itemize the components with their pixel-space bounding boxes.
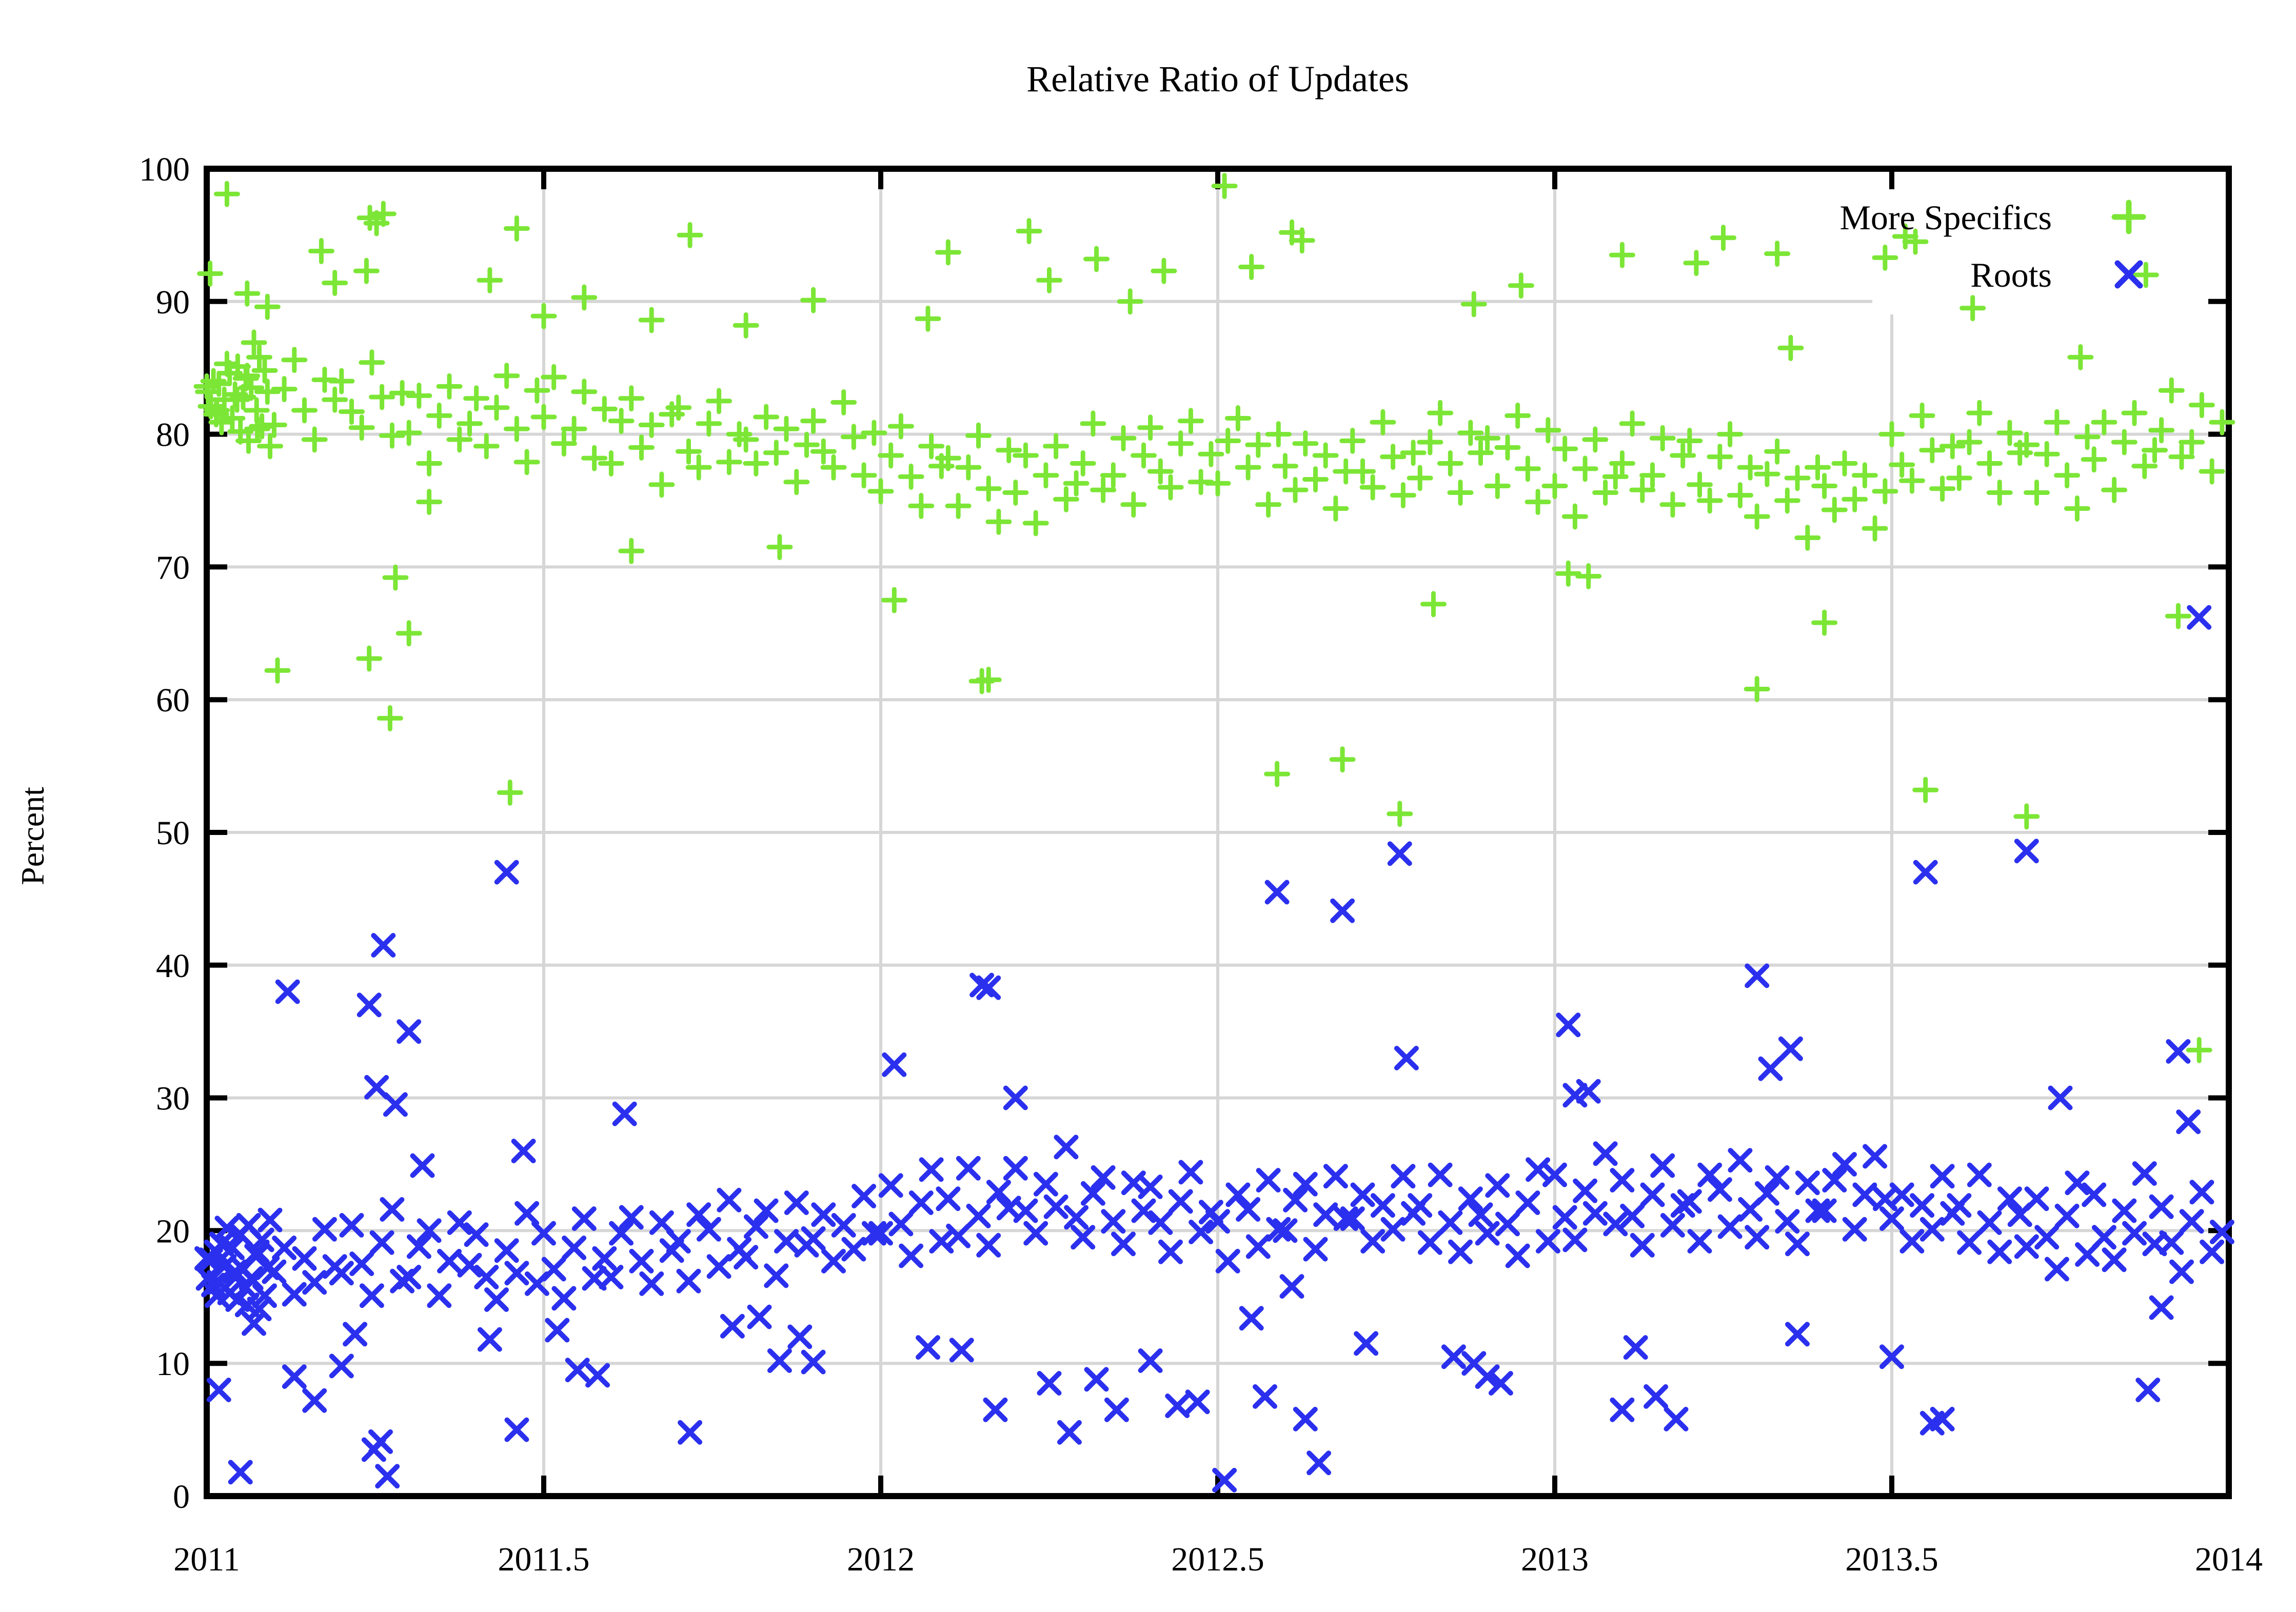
x-tick-label-2013: 2013 — [1521, 1541, 1589, 1578]
y-tick-label-30: 30 — [156, 1080, 190, 1118]
data-points-cross — [194, 605, 2234, 1492]
chart-title: Relative Ratio of Updates — [1026, 58, 1409, 99]
x-tick-label-2012: 2012 — [847, 1541, 915, 1578]
legend-plus-marker-icon — [2111, 200, 2146, 234]
y-axis-title: Percent — [14, 787, 51, 885]
grid-layer — [210, 172, 2226, 1493]
legend-background — [1872, 177, 2211, 314]
x-tick-label-2012.5: 2012.5 — [1171, 1541, 1264, 1578]
legend-label-roots: Roots — [1970, 255, 2052, 294]
y-tick-label-50: 50 — [156, 814, 190, 852]
tick-labels: 0 10 20 30 40 50 60 70 80 90 100 2011 2011.5 2012 2012… — [139, 151, 2263, 1578]
y-tick-label-10: 10 — [156, 1345, 190, 1383]
y-tick-label-40: 40 — [156, 947, 190, 985]
y-tick-label-90: 90 — [156, 284, 190, 321]
y-tick-label-100: 100 — [139, 151, 190, 188]
x-tick-label-2014: 2014 — [2195, 1541, 2263, 1578]
y-tick-label-80: 80 — [156, 416, 190, 454]
series-roots — [194, 605, 2234, 1492]
legend-cross-marker-icon — [2114, 260, 2143, 289]
x-tick-label-2011.5: 2011.5 — [498, 1541, 589, 1578]
y-tick-label-0: 0 — [173, 1478, 190, 1516]
y-tick-label-60: 60 — [156, 682, 190, 719]
data-layer — [193, 173, 2235, 1492]
y-tick-label-70: 70 — [156, 549, 190, 586]
series-more-specifics — [193, 173, 2235, 1063]
legend-label-more-specifics: More Specifics — [1839, 198, 2052, 237]
y-tick-label-20: 20 — [156, 1212, 190, 1250]
legend: More Specifics Roots — [1839, 198, 2146, 294]
data-points-plus — [193, 173, 2235, 1063]
x-tick-label-2013.5: 2013.5 — [1845, 1541, 1938, 1578]
plot-border — [204, 166, 2232, 1499]
x-tick-label-2011: 2011 — [173, 1541, 240, 1578]
